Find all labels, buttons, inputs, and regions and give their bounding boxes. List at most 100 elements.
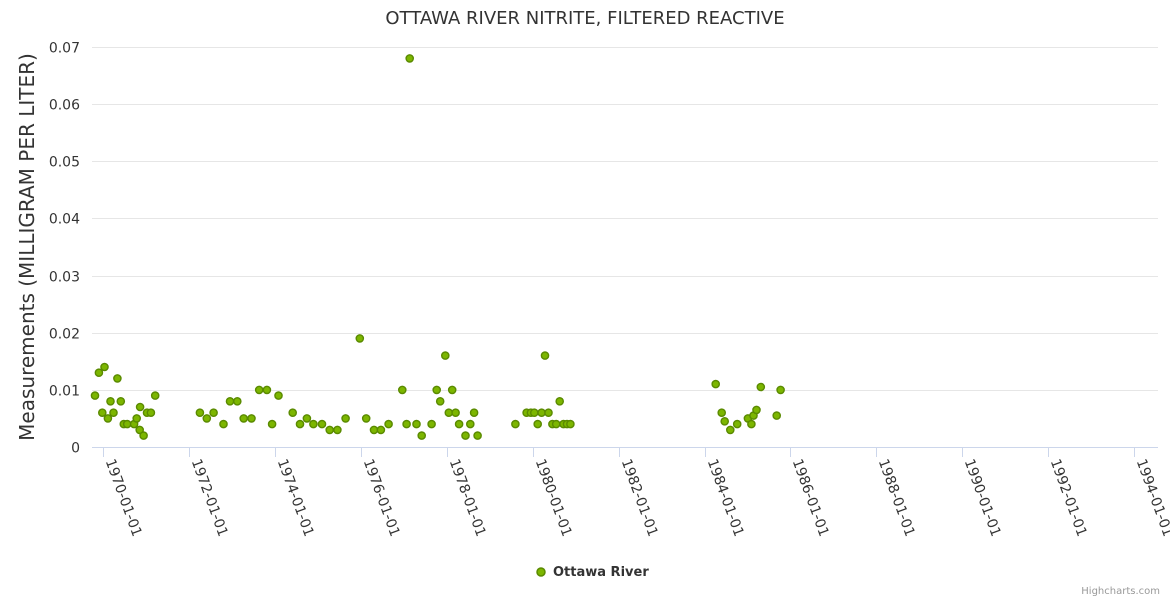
data-point[interactable] (402, 419, 411, 429)
data-point[interactable] (376, 425, 386, 435)
data-point[interactable] (530, 408, 539, 418)
data-point[interactable] (139, 431, 148, 440)
x-tick-label: 1972-01-01 (188, 457, 231, 539)
data-point[interactable] (94, 368, 104, 378)
data-point[interactable] (465, 419, 475, 429)
data-point[interactable] (405, 54, 415, 63)
data-point[interactable] (440, 351, 450, 360)
data-point[interactable] (555, 396, 565, 406)
x-tick-label: 1978-01-01 (446, 457, 489, 539)
data-point[interactable] (747, 419, 756, 429)
y-tick-label: 0.07 (49, 41, 80, 57)
x-tick-label: 1992-01-01 (1047, 457, 1090, 539)
data-point[interactable] (772, 411, 782, 420)
data-point[interactable] (417, 431, 427, 440)
x-axis-ticks: 1970-01-01 1972-01-01 1974-01-01 1976-01-01… (102, 447, 1170, 539)
data-point[interactable] (135, 425, 144, 435)
y-tick-label: 0 (71, 441, 80, 457)
data-point[interactable] (341, 414, 350, 423)
data-point[interactable] (98, 408, 107, 418)
x-tick-label: 1982-01-01 (618, 457, 661, 539)
data-point[interactable] (711, 379, 721, 389)
grid-lines (92, 47, 1158, 448)
data-point[interactable] (726, 425, 735, 435)
data-point[interactable] (209, 408, 218, 418)
data-point[interactable] (135, 402, 145, 412)
x-tick-label: 1974-01-01 (274, 457, 317, 539)
data-point[interactable] (544, 408, 553, 418)
data-point[interactable] (435, 396, 445, 406)
data-point[interactable] (195, 408, 205, 418)
data-point[interactable] (412, 419, 421, 429)
legend-item[interactable]: Ottawa River (536, 565, 649, 580)
data-point[interactable] (116, 396, 126, 406)
data-point[interactable] (432, 385, 442, 395)
data-point[interactable] (355, 334, 365, 343)
data-point[interactable] (473, 431, 482, 440)
legend-marker-icon (536, 567, 546, 577)
data-point[interactable] (295, 419, 305, 429)
data-point[interactable] (309, 419, 318, 429)
x-tick-label: 1994-01-01 (1133, 457, 1170, 539)
data-point[interactable] (100, 362, 109, 372)
legend-label: Ottawa River (553, 565, 649, 580)
data-point[interactable] (109, 408, 118, 418)
data-point[interactable] (369, 425, 379, 435)
data-point[interactable] (122, 419, 132, 429)
credit-link[interactable]: Highcharts.com (1081, 586, 1160, 597)
data-point[interactable] (113, 374, 122, 383)
data-point[interactable] (540, 351, 550, 360)
data-point[interactable] (247, 414, 256, 423)
data-point[interactable] (274, 391, 283, 400)
data-point[interactable] (776, 385, 785, 395)
data-point[interactable] (302, 414, 312, 423)
data-point[interactable] (90, 391, 100, 400)
data-point[interactable] (325, 425, 335, 435)
data-point[interactable] (239, 414, 248, 423)
chart-title: OTTAWA RIVER NITRITE, FILTERED REACTIVE (385, 8, 784, 29)
x-tick-label: 1980-01-01 (532, 457, 575, 539)
data-point[interactable] (397, 385, 407, 395)
data-point[interactable] (461, 431, 470, 440)
data-point[interactable] (219, 419, 228, 429)
data-point[interactable] (551, 419, 561, 429)
y-tick-label: 0.05 (49, 155, 80, 171)
data-point[interactable] (566, 419, 575, 429)
data-point[interactable] (451, 408, 460, 418)
data-point[interactable] (511, 419, 520, 429)
data-point[interactable] (454, 419, 464, 429)
data-point[interactable] (732, 419, 742, 429)
data-point[interactable] (717, 408, 727, 418)
data-point[interactable] (317, 419, 327, 429)
data-point[interactable] (469, 408, 479, 418)
x-tick-label: 1988-01-01 (875, 457, 918, 539)
data-point[interactable] (262, 385, 272, 395)
data-point[interactable] (103, 414, 113, 423)
data-point[interactable] (202, 414, 212, 423)
y-tick-label: 0.01 (49, 384, 80, 400)
data-point[interactable] (288, 408, 298, 418)
data-point[interactable] (106, 396, 115, 406)
data-point[interactable] (752, 405, 761, 415)
data-point[interactable] (720, 416, 730, 426)
data-point[interactable] (361, 414, 371, 423)
x-tick-label: 1984-01-01 (704, 457, 747, 539)
x-tick-label: 1990-01-01 (961, 457, 1004, 539)
data-point[interactable] (384, 419, 393, 429)
data-point[interactable] (756, 382, 766, 392)
y-axis-title: Measurements (MILLIGRAM PER LITER) (15, 53, 39, 441)
data-point[interactable] (333, 425, 342, 435)
data-point[interactable] (132, 414, 141, 423)
data-point[interactable] (427, 419, 436, 429)
y-tick-label: 0.06 (49, 98, 80, 114)
data-point[interactable] (537, 408, 546, 418)
data-point[interactable] (225, 396, 235, 406)
data-point[interactable] (150, 391, 160, 400)
data-point[interactable] (254, 385, 264, 395)
data-point[interactable] (267, 419, 277, 429)
data-point[interactable] (146, 408, 156, 418)
data-point[interactable] (232, 396, 242, 406)
data-point[interactable] (447, 385, 457, 395)
data-point[interactable] (533, 419, 543, 429)
